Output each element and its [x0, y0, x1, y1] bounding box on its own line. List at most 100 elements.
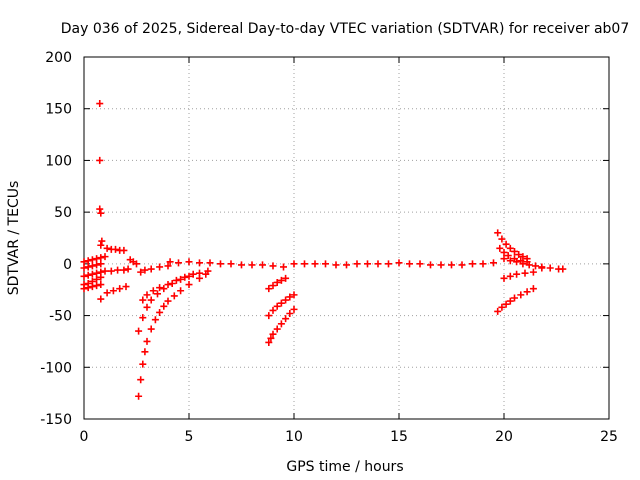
- data-point: [135, 327, 143, 335]
- data-point: [290, 260, 298, 268]
- data-point: [506, 297, 514, 305]
- data-point: [513, 258, 521, 266]
- data-point: [282, 274, 290, 282]
- x-tick-label: 20: [495, 429, 513, 445]
- data-point: [112, 245, 119, 253]
- data-point: [519, 260, 527, 268]
- data-point: [511, 294, 518, 302]
- data-point: [154, 290, 161, 298]
- data-point: [80, 264, 88, 272]
- data-point: [80, 285, 88, 293]
- data-point: [280, 263, 287, 271]
- data-point: [97, 209, 105, 217]
- series-late-a: [494, 285, 537, 315]
- data-point: [143, 303, 151, 311]
- data-point: [277, 299, 285, 307]
- data-point: [97, 254, 105, 262]
- series-dip-9-b: [265, 291, 298, 320]
- data-point: [164, 281, 172, 289]
- data-point: [259, 261, 266, 269]
- data-point: [122, 283, 130, 291]
- data-point: [143, 291, 151, 299]
- data-point: [141, 266, 149, 274]
- x-tick-label: 15: [390, 429, 408, 445]
- data-point: [103, 289, 111, 297]
- data-point: [107, 267, 115, 275]
- data-point: [479, 260, 487, 268]
- data-point: [217, 260, 224, 268]
- data-point: [97, 260, 105, 268]
- data-point: [238, 261, 245, 269]
- data-point: [469, 260, 476, 268]
- data-point: [248, 261, 256, 269]
- series-baseline-2: [290, 259, 497, 269]
- data-point: [269, 330, 277, 338]
- series-late-f: [538, 264, 567, 273]
- data-point: [311, 260, 319, 268]
- data-point: [177, 287, 185, 295]
- data-point: [84, 284, 92, 292]
- data-point: [109, 287, 117, 295]
- data-point: [406, 260, 413, 268]
- series-dip-9-c: [265, 274, 290, 293]
- data-point: [156, 284, 164, 292]
- data-point: [160, 302, 168, 310]
- data-point: [93, 269, 101, 277]
- y-tick-label: -50: [49, 309, 72, 325]
- data-point: [269, 262, 277, 270]
- data-point: [273, 278, 281, 286]
- data-point: [164, 262, 172, 270]
- data-point: [374, 260, 382, 268]
- data-point: [156, 308, 164, 316]
- data-point: [519, 253, 527, 261]
- data-point: [177, 275, 185, 283]
- data-point: [139, 296, 147, 304]
- data-point: [286, 293, 294, 301]
- series-track-early-1: [80, 253, 109, 266]
- data-point: [332, 261, 340, 269]
- data-point: [93, 282, 101, 290]
- data-point: [353, 260, 361, 268]
- series-track-early-4: [80, 273, 105, 289]
- data-point: [506, 244, 514, 252]
- data-point: [84, 263, 92, 271]
- data-point: [502, 240, 510, 248]
- data-point: [529, 268, 537, 276]
- data-point: [147, 296, 155, 304]
- data-point: [139, 314, 147, 322]
- data-point: [500, 274, 508, 282]
- data-point: [437, 261, 445, 269]
- data-point: [511, 247, 518, 255]
- data-point: [88, 256, 96, 264]
- data-point: [277, 276, 285, 284]
- series-dip-a: [135, 270, 210, 400]
- data-point: [273, 302, 281, 310]
- data-point: [385, 260, 392, 268]
- y-axis-label: SDTVAR / TECUs: [6, 181, 22, 296]
- x-tick-label: 5: [185, 429, 194, 445]
- series-late-e: [500, 268, 537, 282]
- data-point: [277, 320, 285, 328]
- data-point: [137, 376, 145, 384]
- data-point: [282, 315, 290, 323]
- data-point: [96, 156, 104, 164]
- data-point: [301, 260, 308, 268]
- series-track-1-2c: [103, 283, 130, 297]
- data-point: [502, 300, 510, 308]
- data-point: [164, 297, 172, 305]
- data-point: [427, 261, 434, 269]
- data-point: [80, 258, 88, 266]
- y-tick-label: 50: [54, 205, 72, 221]
- data-point: [416, 260, 424, 268]
- data-point: [120, 246, 128, 254]
- data-point: [448, 261, 455, 269]
- data-point: [84, 271, 92, 279]
- grid: [84, 57, 609, 419]
- series-track-2-3: [126, 256, 140, 268]
- data-point: [538, 264, 546, 272]
- series-track-early-5: [80, 281, 105, 293]
- data-point: [546, 264, 554, 272]
- data-point: [227, 260, 235, 268]
- series-dip-c: [139, 270, 197, 304]
- series-track-1-2: [103, 244, 128, 254]
